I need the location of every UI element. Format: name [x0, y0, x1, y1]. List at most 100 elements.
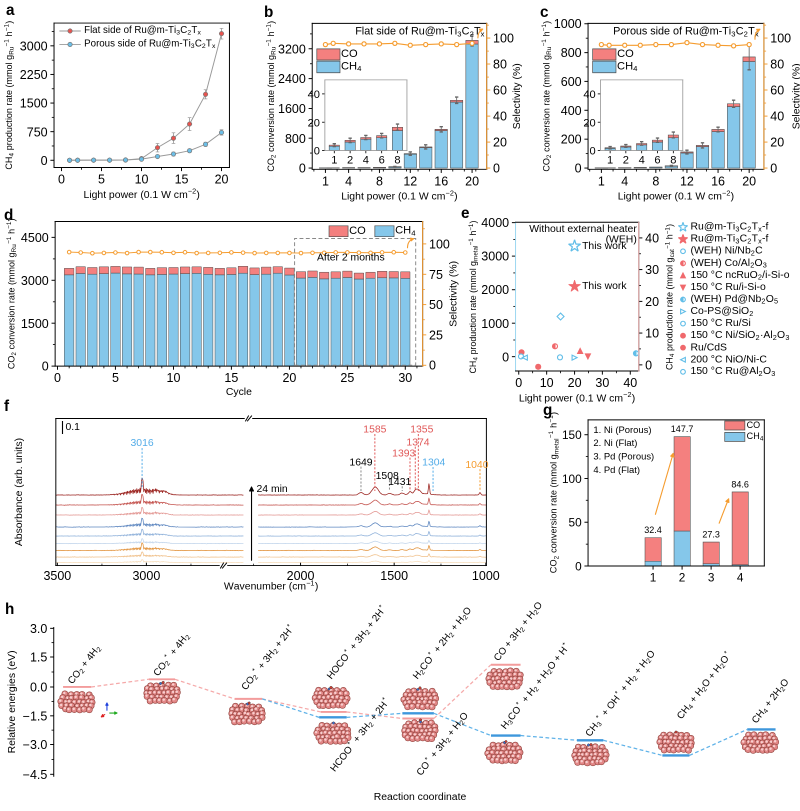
svg-text:0: 0 [314, 146, 320, 158]
svg-text:0: 0 [590, 146, 596, 158]
svg-text:40: 40 [308, 89, 320, 101]
svg-text:40: 40 [623, 376, 637, 390]
svg-text:30: 30 [645, 263, 659, 277]
svg-text:600: 600 [561, 75, 582, 89]
svg-text:1. Ni (Porous): 1. Ni (Porous) [593, 425, 651, 436]
svg-text:3000: 3000 [20, 39, 48, 53]
svg-text:3500: 3500 [43, 569, 71, 583]
svg-text:4: 4 [639, 154, 645, 166]
svg-text:1 5 0: 1 5 0 ° C R u @ A l O 2 3 [691, 354, 800, 381]
svg-text:C O +: C O + 3 H + H O 2 2 [483, 562, 572, 666]
svg-text:40: 40 [645, 232, 659, 246]
svg-text:L i g h: L i g h t p o w e r ( 0 . 1 W c m ) − [341, 175, 502, 204]
svg-text:Selectivity (%): Selectivity (%) [449, 261, 460, 327]
svg-text:1508: 1508 [376, 471, 399, 482]
svg-text:40: 40 [493, 110, 507, 124]
svg-text:−1.5: −1.5 [23, 709, 48, 723]
svg-text:20: 20 [645, 295, 659, 309]
svg-text:150 °C Ru/Si: 150 °C Ru/Si [691, 318, 751, 329]
svg-text:30: 30 [398, 371, 412, 385]
svg-text:0.1: 0.1 [66, 422, 81, 433]
svg-text:Reaction coordinate: Reaction coordinate [374, 792, 467, 803]
svg-text:200: 200 [561, 133, 582, 147]
svg-text:16: 16 [434, 174, 448, 188]
svg-text:80: 80 [770, 58, 784, 72]
svg-text:150 °C Ru/i-Si-o: 150 °C Ru/i-Si-o [691, 282, 767, 293]
svg-text:1393: 1393 [392, 448, 415, 459]
svg-text:20: 20 [493, 136, 507, 150]
svg-text:20: 20 [568, 376, 582, 390]
svg-text:150: 150 [562, 428, 582, 442]
svg-text:2: 2 [347, 154, 353, 166]
svg-text:C O c: C O c o n v e r s i o n r a t e ( m m o [0, 174, 21, 369]
svg-text:c: c [540, 4, 549, 21]
svg-text:20: 20 [308, 117, 320, 129]
svg-text:0: 0 [58, 173, 65, 187]
svg-text:H C O: H C O + 2 H + H O 2 * 2 2 [399, 565, 501, 684]
svg-text:147.7: 147.7 [671, 424, 694, 434]
svg-text:4000: 4000 [481, 216, 509, 230]
svg-text:1: 1 [607, 154, 613, 166]
svg-text:Without external heater: Without external heater [529, 224, 637, 235]
svg-text:4: 4 [363, 154, 369, 166]
svg-text:2. Ni (Flat): 2. Ni (Flat) [593, 438, 637, 449]
svg-text:g: g [543, 402, 552, 419]
svg-text:4: 4 [737, 571, 744, 585]
svg-text:C H 4: C H 4 [341, 49, 396, 76]
svg-text:C H p: C H p r o d u c t i o n r a t e ( m m o [0, 0, 19, 170]
svg-text:8: 8 [652, 174, 659, 188]
svg-text:4: 4 [345, 174, 352, 188]
svg-text:−3.0: −3.0 [23, 738, 48, 752]
svg-text:CO: CO [341, 48, 358, 60]
svg-text:0.0: 0.0 [30, 681, 47, 695]
svg-text:15: 15 [224, 371, 238, 385]
svg-text:4: 4 [621, 174, 628, 188]
svg-text:Absorbance (arb. units): Absorbance (arb. units) [14, 438, 25, 546]
svg-text:1600: 1600 [278, 102, 306, 116]
svg-text:3200: 3200 [278, 42, 306, 56]
svg-text:10: 10 [540, 376, 554, 390]
svg-text:C H +: C H + O H + H + H O 3 * * 2 2 [571, 608, 684, 741]
svg-text:10: 10 [167, 371, 181, 385]
svg-text:25: 25 [429, 328, 443, 342]
svg-text:20: 20 [215, 173, 229, 187]
svg-text:C H p: C H p r o d u c t i o n r a t e ( m m o [453, 176, 482, 373]
svg-text:30: 30 [595, 376, 609, 390]
svg-text:100: 100 [770, 32, 791, 46]
svg-text:100: 100 [429, 237, 450, 251]
svg-text:P o r o: P o r o u s s i d e o f R u @ m - T i C … [613, 15, 794, 42]
svg-text:C O +: C O + 4 H 2 * 2 [139, 594, 216, 681]
svg-text:3016: 3016 [131, 438, 154, 449]
svg-text:C H 4: C H 4 [395, 214, 450, 241]
svg-text:24 min: 24 min [257, 484, 288, 495]
svg-text:( W E H: ( W E H ) P d @ N b O 2 5 [691, 282, 800, 309]
svg-text:0: 0 [575, 162, 582, 176]
svg-text:C H 4: C H 4 [617, 49, 672, 76]
svg-text:H O C O: H O C O + 3 H + 2 H * 2 * [313, 567, 413, 684]
svg-text:8: 8 [394, 154, 400, 166]
svg-text:1649: 1649 [349, 457, 372, 468]
svg-text:(WEH): (WEH) [606, 234, 637, 245]
svg-text:75: 75 [429, 268, 443, 282]
svg-text:6: 6 [379, 154, 385, 166]
svg-text:800: 800 [561, 46, 582, 60]
svg-text:P o r o: P o r o u s s i d e o f R u @ m - T i C [84, 27, 256, 54]
svg-text:0: 0 [42, 360, 49, 374]
svg-text:40: 40 [770, 110, 784, 124]
svg-text:2: 2 [679, 571, 686, 585]
svg-text:0: 0 [299, 162, 306, 176]
svg-text:12: 12 [403, 174, 417, 188]
svg-text:750: 750 [27, 125, 48, 139]
svg-text:2000: 2000 [287, 569, 315, 583]
svg-text:1 5 0: 1 5 0 ° C n c R u O / i - S i - o 2 [691, 258, 800, 285]
svg-text:This work: This work [582, 281, 627, 292]
svg-text:R u @ m: R u @ m - T i C T - f 3 2 x [691, 222, 800, 249]
svg-text:3: 3 [708, 571, 715, 585]
svg-text:C H +: C H + 2 H O 4 2 [741, 639, 800, 728]
svg-text:3000: 3000 [481, 250, 509, 264]
svg-text:0: 0 [41, 154, 48, 168]
svg-text:d: d [4, 207, 13, 224]
svg-text:1 5 0: 1 5 0 ° C N i / S i O · A l O 2 2 3 [691, 318, 800, 345]
svg-text:5: 5 [98, 173, 105, 187]
svg-text:0: 0 [645, 358, 652, 372]
